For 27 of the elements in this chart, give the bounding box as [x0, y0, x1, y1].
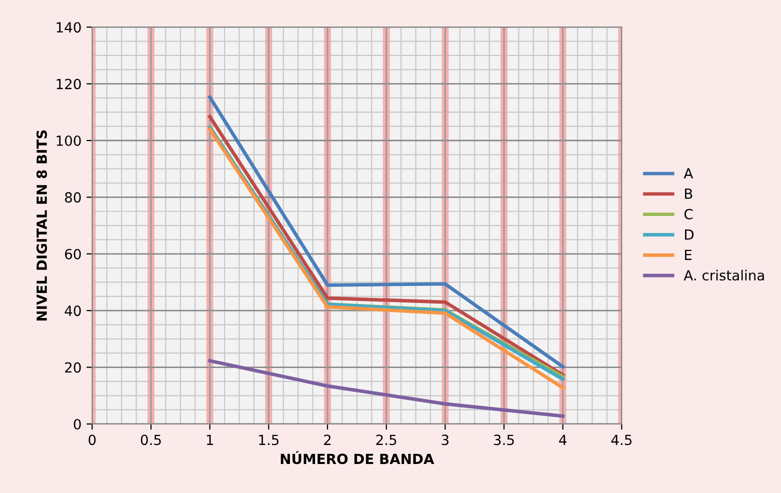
y-tick-label: 140 — [56, 22, 81, 33]
x-tick-label: 1 — [206, 434, 213, 445]
y-tick-label: 0 — [74, 418, 81, 430]
x-tick-label: 1.5 — [259, 434, 278, 446]
y-tick-label: 120 — [56, 78, 81, 90]
x-tick-label: 2 — [324, 434, 331, 445]
legend-label: B — [685, 188, 692, 199]
legend-label: A. cristalina — [684, 270, 764, 281]
x-tick-label: 3 — [442, 434, 448, 446]
x-tick-label: 3.5 — [494, 434, 514, 446]
y-tick-label: 60 — [65, 248, 81, 260]
y-tick-label: 100 — [56, 135, 81, 146]
legend-label: A — [684, 168, 694, 178]
line-series — [208, 359, 565, 418]
legend-label: E — [685, 250, 692, 260]
x-tick-label: 4 — [559, 434, 566, 445]
x-tick-label: 0.5 — [140, 434, 161, 446]
y-tick-label: 40 — [64, 306, 81, 316]
x-tick-label: 4.5 — [611, 434, 632, 446]
y-tick-label: 20 — [65, 362, 81, 373]
x-tick-label: 2.5 — [376, 434, 396, 446]
x-axis-title: NÚMERO DE BANDA — [280, 451, 434, 464]
legend-label: C — [684, 208, 693, 220]
x-tick-label: 0 — [88, 434, 96, 446]
y-tick-label: 80 — [65, 192, 81, 203]
legend-label: D — [685, 229, 694, 240]
y-axis-title: NIVEL DIGITAL EN 8 BITS — [36, 130, 47, 321]
